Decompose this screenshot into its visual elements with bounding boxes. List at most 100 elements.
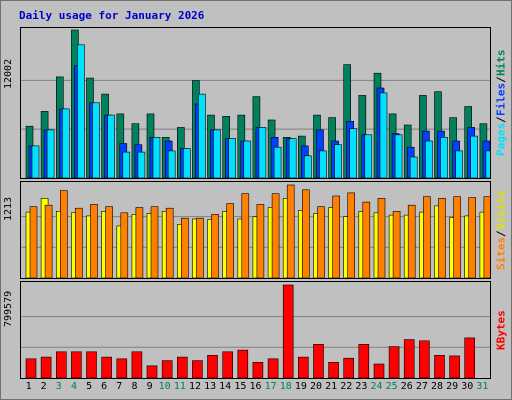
sites-bar: [301, 189, 310, 278]
sites-bar: [362, 201, 371, 278]
legend-kbytes: KBytes: [494, 310, 508, 350]
visits-sites-legend: Sites / Visits: [493, 181, 509, 279]
kbytes-bar: [373, 363, 385, 378]
pages-bar: [425, 140, 433, 178]
kbytes-bar: [40, 356, 52, 378]
x-tick-label: 25: [385, 381, 398, 392]
kbytes-bar: [192, 360, 203, 378]
sites-bar: [468, 197, 477, 278]
pages-bar: [288, 138, 297, 178]
kbytes-bar: [116, 358, 128, 378]
x-tick-label: 17: [264, 381, 277, 392]
kbytes-bar: [464, 337, 476, 378]
pages-bar: [485, 150, 490, 178]
x-tick-label: 19: [294, 381, 307, 392]
sites-bar: [407, 204, 416, 278]
kbytes-bar: [403, 339, 415, 378]
x-tick-label: 3: [55, 381, 62, 392]
sites-bar: [211, 214, 219, 278]
x-tick-label: 9: [146, 381, 153, 392]
pages-bar: [379, 92, 388, 178]
pages-bar: [213, 129, 221, 178]
pages-bar: [31, 145, 40, 178]
x-tick-label: 14: [219, 381, 232, 392]
pages-bar: [319, 150, 327, 178]
legend-pages: Pages: [494, 122, 508, 156]
pages-bar: [243, 140, 252, 178]
kbytes-ymax-label: 799579: [3, 290, 14, 327]
pages-bar: [364, 134, 373, 178]
pages-bar: [455, 150, 463, 178]
x-tick-label: 12: [188, 381, 202, 392]
kbytes-bar: [388, 346, 400, 378]
kbytes-bar: [343, 357, 355, 378]
x-tick-label: 11: [173, 381, 186, 392]
pages-bar: [258, 127, 267, 178]
kbytes-bar: [25, 358, 37, 378]
kbytes-bar: [328, 362, 339, 378]
x-tick-label: 22: [340, 381, 353, 392]
pages-bar: [92, 102, 100, 178]
kbytes-bar: [449, 355, 460, 378]
kbytes-bar: [313, 343, 324, 378]
x-tick-label: 27: [415, 381, 428, 392]
legend-sep: /: [494, 116, 508, 123]
x-tick-label: 29: [446, 381, 459, 392]
legend-sep: /: [494, 230, 508, 237]
sites-bar: [438, 197, 446, 278]
sites-bar: [317, 206, 325, 278]
x-tick-label: 10: [158, 381, 171, 392]
x-tick-label: 2: [40, 381, 47, 392]
x-tick-label: 26: [400, 381, 413, 392]
x-tick-label: 30: [461, 381, 474, 392]
visits-sites-plot: [21, 184, 490, 278]
legend-files: Files: [494, 83, 508, 117]
sites-bar: [392, 210, 401, 278]
pages-bar: [228, 138, 236, 178]
sites-bar: [59, 190, 68, 278]
x-tick-label: 5: [86, 381, 93, 392]
kbytes-bar: [101, 356, 112, 378]
sites-bar: [196, 217, 204, 278]
kbytes-plot: [21, 284, 490, 378]
x-tick-label: 31: [476, 381, 489, 392]
pages-bar: [440, 137, 448, 178]
pages-bar: [77, 44, 85, 178]
x-tick-label: 4: [70, 381, 78, 392]
sites-bar: [135, 207, 144, 278]
x-tick-label: 28: [430, 381, 444, 392]
kbytes-bar: [267, 358, 279, 378]
sites-bar: [483, 196, 490, 278]
x-tick-label: 7: [116, 381, 123, 392]
kbytes-bar: [161, 360, 173, 378]
hits-files-pages-panel: [20, 27, 491, 179]
kbytes-bar: [237, 349, 249, 378]
x-tick-label: 24: [370, 381, 383, 392]
kbytes-bar: [131, 351, 143, 378]
pages-bar: [137, 151, 146, 178]
legend-visits: Visits: [494, 190, 508, 230]
sites-bar: [256, 204, 265, 278]
kbytes-bar: [252, 362, 264, 378]
kbytes-bar: [86, 351, 97, 378]
kbytes-bar: [358, 343, 370, 378]
kbytes-legend: KBytes: [493, 281, 509, 379]
x-axis-labels: 1 2 3 4 5 6 7 8 9 10 11 12 13 14 15 16 17 18 19 20 21 22 23 24 2…: [20, 381, 491, 397]
sites-bar: [226, 203, 234, 278]
x-tick-label: 13: [204, 381, 217, 392]
x-tick-label: 20: [309, 381, 323, 392]
x-tick-label: 6: [101, 381, 108, 392]
kbytes-panel: [20, 281, 491, 379]
legend-sep: /: [494, 76, 508, 84]
hits-ymax-label: 12002: [3, 58, 14, 89]
pages-bar: [107, 114, 115, 178]
sites-bar: [120, 212, 129, 278]
kbytes-bar: [222, 351, 233, 378]
pages-bar: [46, 129, 55, 178]
legend-hits: Hits: [494, 50, 508, 77]
kbytes-bar: [71, 351, 82, 378]
sites-bar: [181, 217, 189, 278]
pages-bar: [61, 108, 70, 178]
x-tick-label: 1: [25, 381, 32, 392]
